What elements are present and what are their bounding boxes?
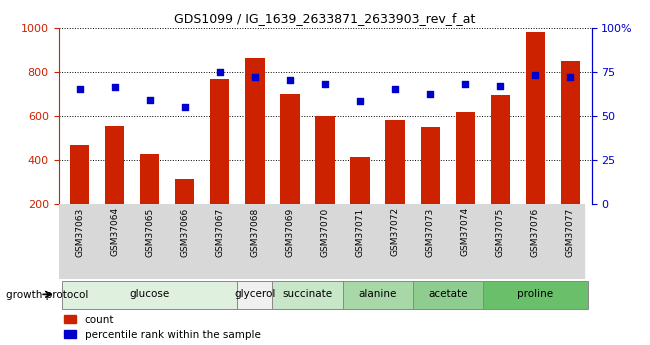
Text: GSM37066: GSM37066 [180,207,189,257]
Point [179,104,190,109]
Text: succinate: succinate [282,289,333,299]
Bar [385,120,405,204]
Point [355,99,365,104]
Text: glucose: glucose [129,289,170,299]
Bar [343,281,413,309]
Text: GSM37077: GSM37077 [566,207,575,257]
Bar [526,32,545,204]
Text: GSM37069: GSM37069 [285,207,294,257]
Text: GSM37074: GSM37074 [461,207,470,256]
Title: GDS1099 / IG_1639_2633871_2633903_rev_f_at: GDS1099 / IG_1639_2633871_2633903_rev_f_… [174,12,476,25]
Text: GSM37073: GSM37073 [426,207,435,257]
Bar [413,281,483,309]
Text: GSM37067: GSM37067 [215,207,224,257]
Bar [62,281,237,309]
Point [109,85,120,90]
Bar [210,79,229,204]
Text: GSM37070: GSM37070 [320,207,330,257]
Text: proline: proline [517,289,553,299]
Bar [140,154,159,204]
Text: growth protocol: growth protocol [6,290,89,300]
Text: acetate: acetate [428,289,467,299]
Point [214,69,225,74]
Text: GSM37076: GSM37076 [531,207,540,257]
Point [530,72,541,78]
Point [460,81,471,87]
Point [285,78,295,83]
Text: GSM37065: GSM37065 [145,207,154,257]
Bar [70,145,89,204]
Point [320,81,330,87]
Bar [421,127,440,204]
Text: GSM37075: GSM37075 [496,207,505,257]
Bar [561,61,580,204]
Bar [237,281,272,309]
Legend: count, percentile rank within the sample: count, percentile rank within the sample [64,315,261,340]
Text: glycerol: glycerol [234,289,276,299]
Bar [350,157,370,204]
Point [390,86,400,92]
Point [425,92,436,97]
Text: GSM37068: GSM37068 [250,207,259,257]
Text: GSM37072: GSM37072 [391,207,400,256]
Point [144,97,155,102]
Point [566,74,576,80]
Bar [315,116,335,204]
Text: GSM37071: GSM37071 [356,207,365,257]
Text: alanine: alanine [358,289,396,299]
Bar [491,95,510,204]
Point [74,86,85,92]
Point [250,74,260,80]
Point [495,83,506,88]
Bar [245,58,265,204]
Bar [280,93,300,204]
Bar [175,179,194,204]
Bar [483,281,588,309]
Bar [105,126,124,204]
Bar [272,281,343,309]
Text: GSM37063: GSM37063 [75,207,84,257]
Text: GSM37064: GSM37064 [110,207,119,256]
Bar [456,112,475,204]
